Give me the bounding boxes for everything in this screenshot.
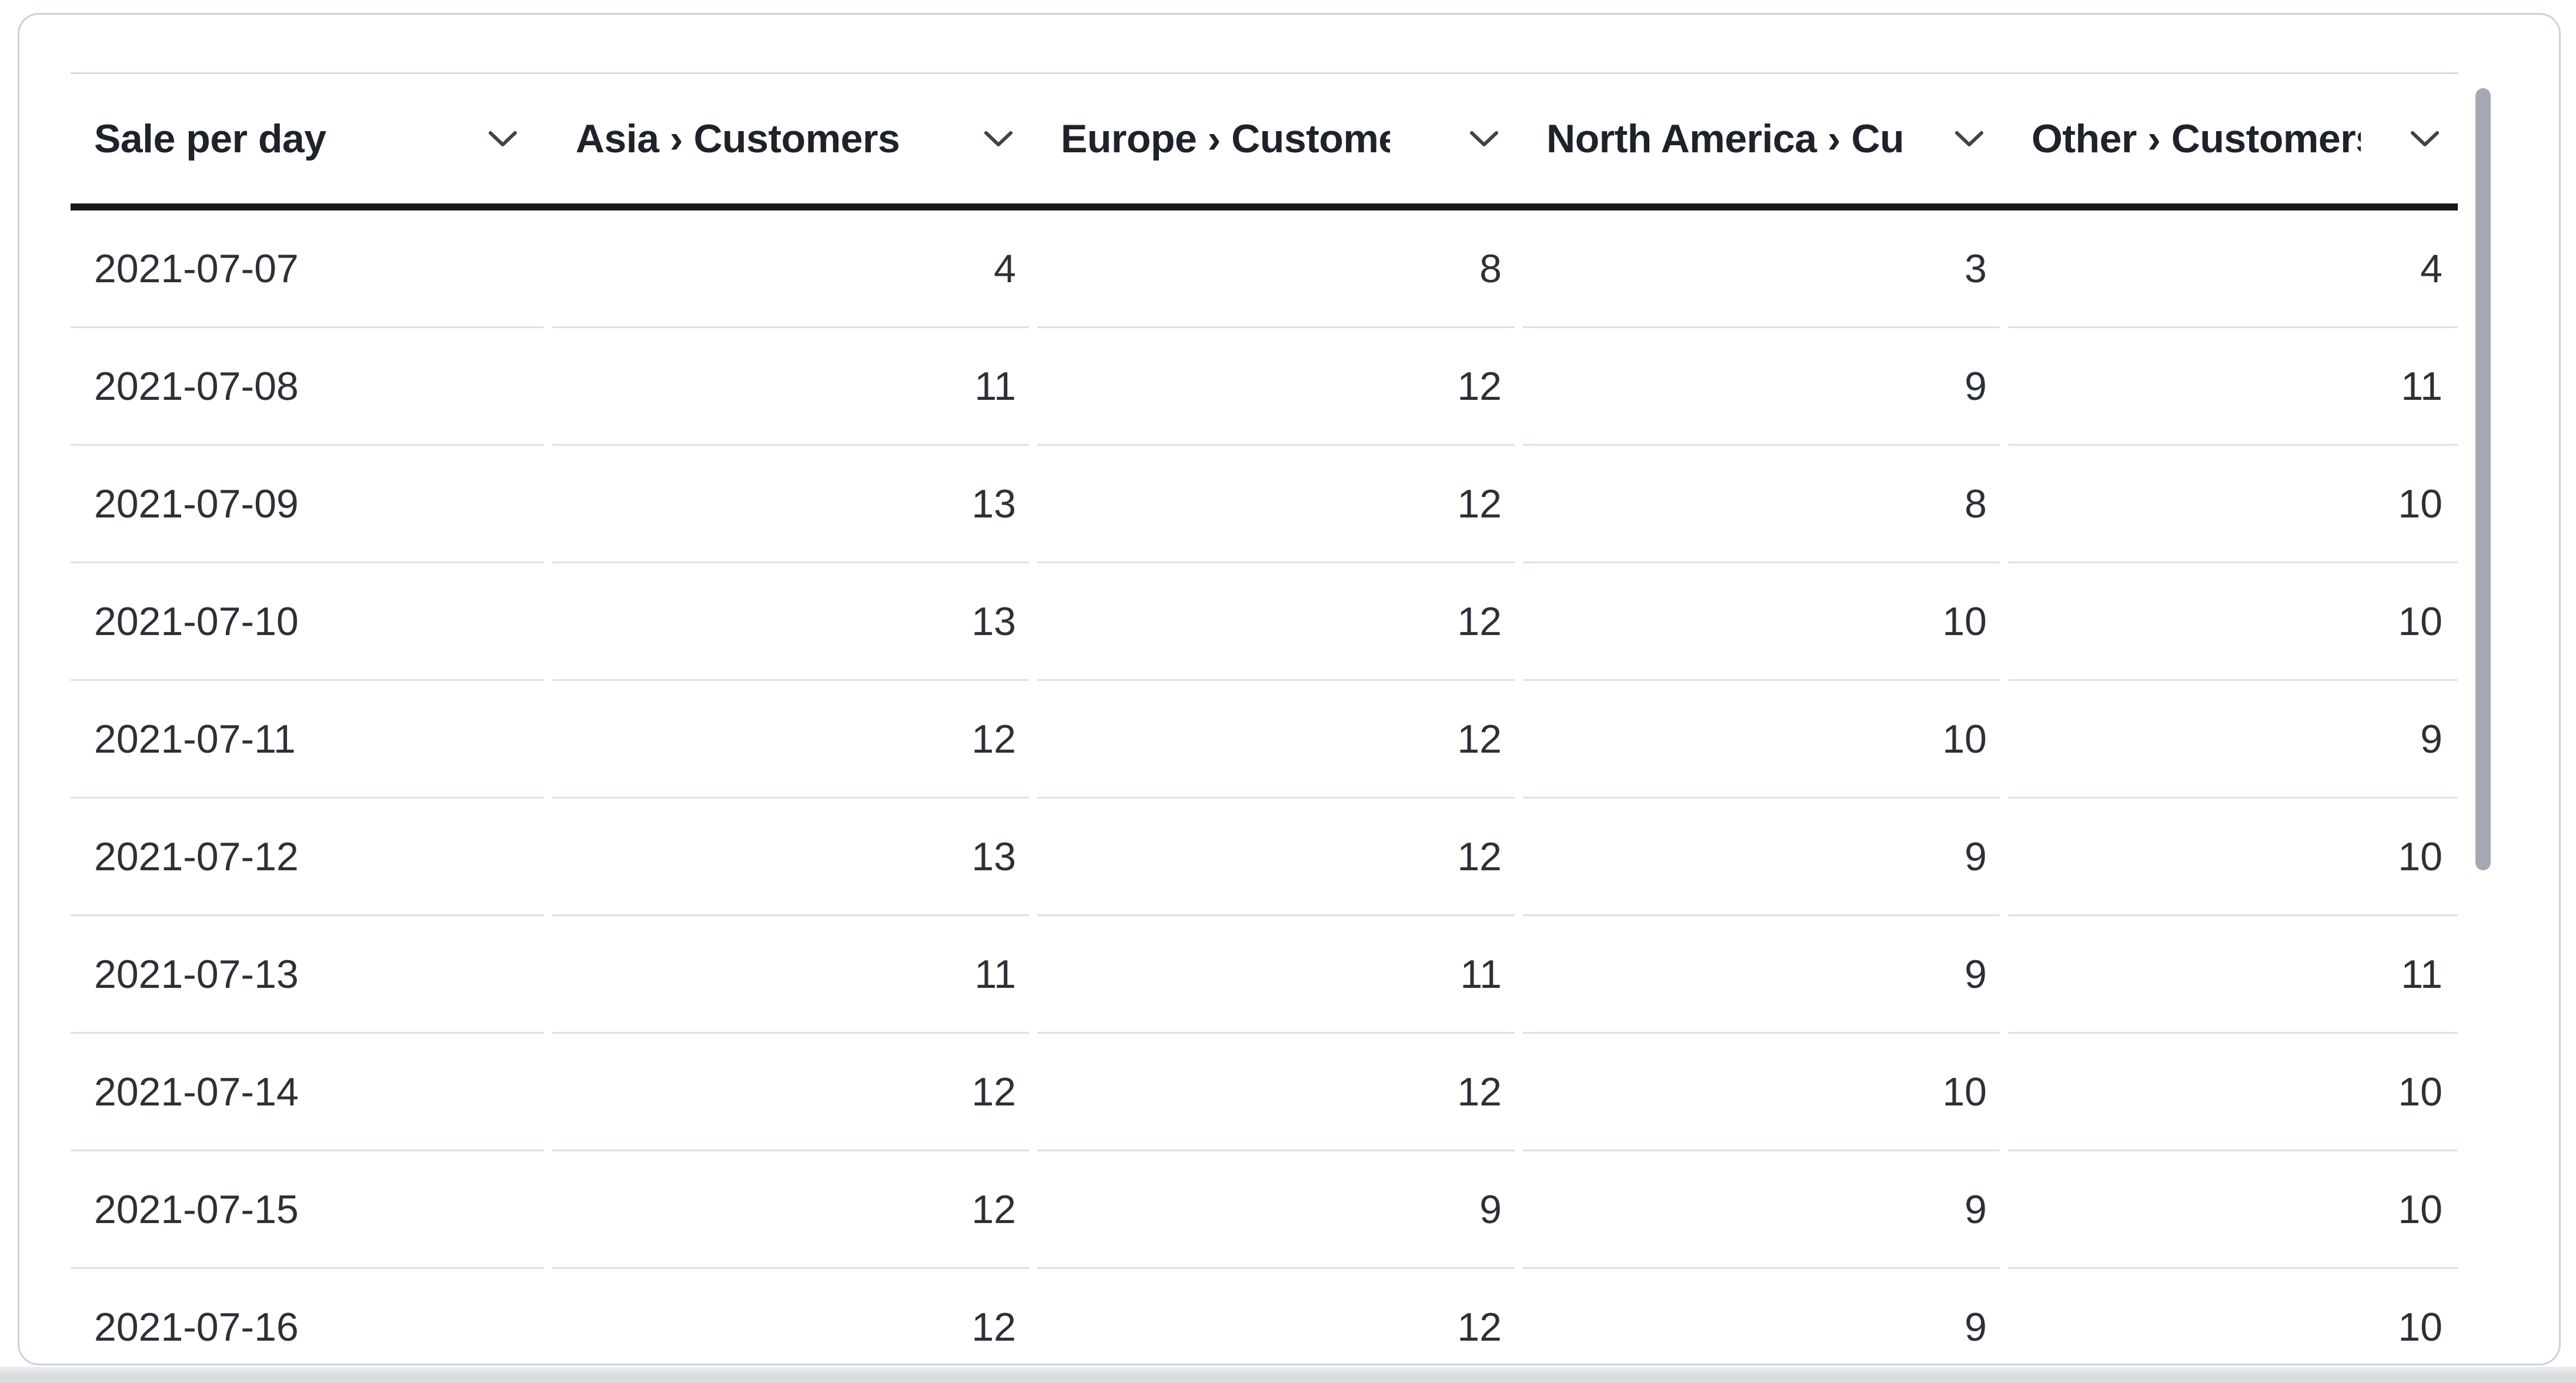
value-cell[interactable]: 12 [1037,1269,1515,1364]
table-card: Sale per day Asia › Customers Europe › C… [18,13,2561,1365]
value-cell[interactable]: 9 [1523,916,2000,1034]
column-header-asia-customers[interactable]: Asia › Customers [552,74,1037,203]
value-cell[interactable]: 12 [1037,563,1515,681]
value-cell[interactable]: 9 [1523,799,2000,916]
date-cell[interactable]: 2021-07-13 [71,916,544,1034]
table-row: 2021-07-09 13 12 8 10 [71,446,2458,563]
date-cell[interactable]: 2021-07-11 [71,681,544,799]
chevron-down-icon[interactable] [1954,129,1984,149]
value-cell[interactable]: 9 [1037,1151,1515,1269]
value-cell[interactable]: 13 [552,446,1029,563]
value-cell[interactable]: 9 [1523,1151,2000,1269]
value-cell[interactable]: 9 [2008,681,2458,799]
table-header-row: Sale per day Asia › Customers Europe › C… [71,74,2458,211]
value-cell[interactable]: 9 [1523,328,2000,446]
column-header-label: Europe › Customers [1061,116,1390,161]
value-cell[interactable]: 10 [2008,446,2458,563]
value-cell[interactable]: 12 [1037,446,1515,563]
value-cell[interactable]: 3 [1523,211,2000,328]
value-cell[interactable]: 4 [2008,211,2458,328]
value-cell[interactable]: 12 [1037,1034,1515,1151]
value-cell[interactable]: 12 [552,1151,1029,1269]
value-cell[interactable]: 12 [1037,799,1515,916]
column-header-label: North America › Customers [1546,116,1905,161]
chevron-down-icon[interactable] [2410,129,2440,149]
date-cell[interactable]: 2021-07-07 [71,211,544,328]
value-cell[interactable]: 11 [2008,328,2458,446]
column-header-europe-customers[interactable]: Europe › Customers [1037,74,1523,203]
column-header-label: Other › Customers [2032,116,2361,161]
date-cell[interactable]: 2021-07-08 [71,328,544,446]
value-cell[interactable]: 10 [1523,563,2000,681]
value-cell[interactable]: 9 [1523,1269,2000,1364]
date-cell[interactable]: 2021-07-10 [71,563,544,681]
chevron-down-icon[interactable] [487,129,518,149]
column-header-north-america-customers[interactable]: North America › Customers [1523,74,2008,203]
value-cell[interactable]: 10 [2008,799,2458,916]
table-row: 2021-07-07 4 8 3 4 [71,211,2458,328]
table-row: 2021-07-10 13 12 10 10 [71,563,2458,681]
column-header-label: Asia › Customers [576,116,900,161]
date-cell[interactable]: 2021-07-16 [71,1269,544,1364]
value-cell[interactable]: 8 [1037,211,1515,328]
table-row: 2021-07-13 11 11 9 11 [71,916,2458,1034]
date-cell[interactable]: 2021-07-09 [71,446,544,563]
value-cell[interactable]: 8 [1523,446,2000,563]
value-cell[interactable]: 12 [552,1034,1029,1151]
value-cell[interactable]: 12 [552,1269,1029,1364]
value-cell[interactable]: 11 [2008,916,2458,1034]
value-cell[interactable]: 13 [552,563,1029,681]
value-cell[interactable]: 10 [2008,1151,2458,1269]
chevron-down-icon[interactable] [1469,129,1499,149]
value-cell[interactable]: 12 [1037,681,1515,799]
value-cell[interactable]: 11 [1037,916,1515,1034]
table-row: 2021-07-12 13 12 9 10 [71,799,2458,916]
value-cell[interactable]: 10 [1523,1034,2000,1151]
value-cell[interactable]: 11 [552,328,1029,446]
value-cell[interactable]: 10 [2008,1034,2458,1151]
column-header-label: Sale per day [94,116,326,161]
date-cell[interactable]: 2021-07-12 [71,799,544,916]
date-cell[interactable]: 2021-07-14 [71,1034,544,1151]
table-row: 2021-07-11 12 12 10 9 [71,681,2458,799]
value-cell[interactable]: 13 [552,799,1029,916]
vertical-scrollbar-thumb[interactable] [2475,88,2491,870]
table-row: 2021-07-16 12 12 9 10 [71,1269,2458,1364]
column-header-other-customers[interactable]: Other › Customers [2008,74,2458,203]
value-cell[interactable]: 10 [2008,563,2458,681]
table-row: 2021-07-15 12 9 9 10 [71,1151,2458,1269]
table-row: 2021-07-14 12 12 10 10 [71,1034,2458,1151]
date-cell[interactable]: 2021-07-15 [71,1151,544,1269]
data-table: Sale per day Asia › Customers Europe › C… [71,72,2458,1364]
value-cell[interactable]: 12 [552,681,1029,799]
value-cell[interactable]: 12 [1037,328,1515,446]
chevron-down-icon[interactable] [983,129,1014,149]
value-cell[interactable]: 10 [2008,1269,2458,1364]
value-cell[interactable]: 11 [552,916,1029,1034]
table-body: 2021-07-07 4 8 3 4 2021-07-08 11 12 9 11… [71,211,2458,1364]
column-header-sale-per-day[interactable]: Sale per day [71,74,552,203]
value-cell[interactable]: 10 [1523,681,2000,799]
value-cell[interactable]: 4 [552,211,1029,328]
page-bottom-strip [0,1367,2576,1383]
table-row: 2021-07-08 11 12 9 11 [71,328,2458,446]
